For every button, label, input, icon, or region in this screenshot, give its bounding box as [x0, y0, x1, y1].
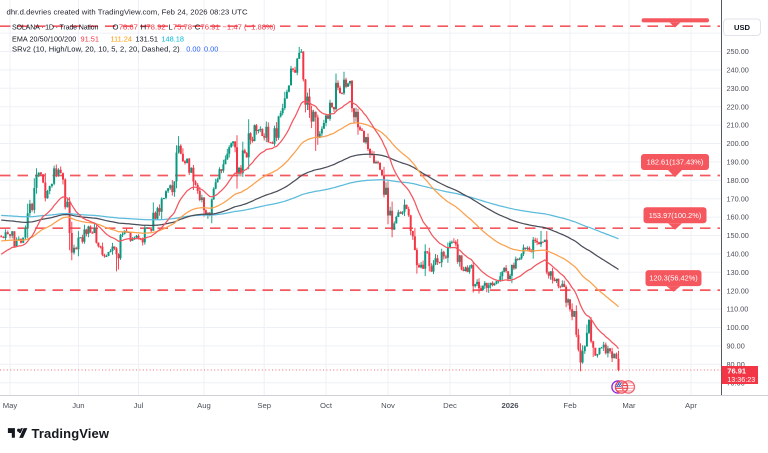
svg-text:111.24: 111.24: [111, 34, 133, 43]
svg-text:TradingView: TradingView: [32, 426, 110, 441]
svg-text:0.00: 0.00: [204, 44, 218, 53]
svg-text:180.00: 180.00: [727, 176, 749, 185]
svg-text:Dec: Dec: [443, 401, 457, 410]
svg-text:190.00: 190.00: [727, 158, 749, 167]
svg-text:153.97(100.2%): 153.97(100.2%): [649, 211, 702, 220]
svg-text:13:36:23: 13:36:23: [727, 375, 755, 384]
svg-text:110.00: 110.00: [727, 305, 749, 314]
svg-text:EMA 20/50/100/200: EMA 20/50/100/200: [12, 34, 76, 43]
svg-text:Nov: Nov: [381, 401, 395, 410]
svg-text:131.51: 131.51: [135, 34, 158, 43]
svg-text:150.00: 150.00: [727, 231, 749, 240]
svg-text:Mar: Mar: [622, 401, 636, 410]
svg-text:240.00: 240.00: [727, 66, 749, 75]
svg-text:Jun: Jun: [72, 401, 84, 410]
svg-text:Oct: Oct: [320, 401, 333, 410]
svg-text:210.00: 210.00: [727, 121, 749, 130]
svg-text:220.00: 220.00: [727, 102, 749, 111]
svg-text:SRv2 (10, High/Low, 20, 10, 5,: SRv2 (10, High/Low, 20, 10, 5, 2, 20, Da…: [12, 44, 180, 53]
svg-text:140.00: 140.00: [727, 250, 749, 259]
svg-text:Feb: Feb: [563, 401, 576, 410]
svg-text:0.00: 0.00: [186, 44, 200, 53]
svg-text:100.00: 100.00: [727, 323, 749, 332]
svg-text:2026: 2026: [501, 401, 518, 410]
svg-text:182.61(137.43%): 182.61(137.43%): [647, 158, 704, 167]
svg-text:120.3(56.42%): 120.3(56.42%): [649, 274, 697, 283]
svg-text:230.00: 230.00: [727, 84, 749, 93]
svg-text:SOLANA · 1D · Trade Nation: SOLANA · 1D · Trade Nation: [12, 23, 98, 31]
svg-text:May: May: [3, 401, 18, 410]
svg-text:dhr.d.devries created with Tra: dhr.d.devries created with TradingView.c…: [7, 7, 248, 16]
svg-text:130.00: 130.00: [727, 268, 749, 277]
svg-text:Apr: Apr: [685, 401, 697, 410]
svg-text:120.00: 120.00: [727, 286, 749, 295]
svg-text:91.51: 91.51: [81, 34, 100, 43]
svg-text:90.00: 90.00: [727, 342, 745, 351]
svg-text:148.18: 148.18: [161, 34, 184, 43]
svg-text:Sep: Sep: [257, 401, 271, 410]
svg-text:USD: USD: [734, 23, 751, 32]
svg-text:200.00: 200.00: [727, 139, 749, 148]
svg-text:160.00: 160.00: [727, 213, 749, 222]
svg-text:250.00: 250.00: [727, 47, 749, 56]
svg-text:170.00: 170.00: [727, 194, 749, 203]
svg-text:Jul: Jul: [134, 401, 144, 410]
svg-text:76.91: 76.91: [727, 367, 746, 376]
svg-text:Aug: Aug: [197, 401, 211, 410]
svg-text:80.00: 80.00: [727, 360, 745, 369]
